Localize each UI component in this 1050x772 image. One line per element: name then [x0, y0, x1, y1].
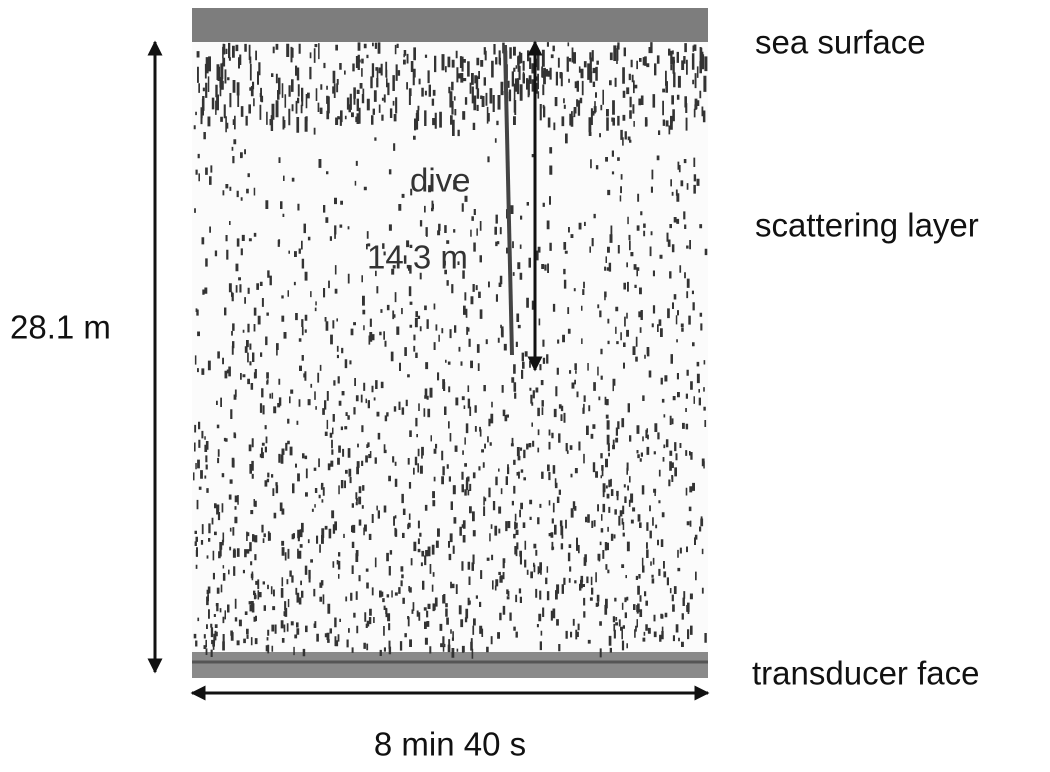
surface-band [192, 8, 708, 42]
range-label: 28.1 m [10, 309, 111, 346]
duration-label: 8 min 40 s [374, 726, 526, 763]
transducer-face-label: transducer face [752, 655, 979, 692]
sea-surface-label: sea surface [755, 24, 926, 61]
transducer-band [192, 652, 708, 678]
dive-label: dive [410, 162, 471, 199]
dive-trace [503, 44, 514, 356]
echo-speckle [193, 42, 708, 659]
echogram-panel [192, 8, 708, 678]
dive-depth-label: 14.3 m [367, 239, 468, 276]
scattering-layer-label: scattering layer [755, 207, 979, 244]
